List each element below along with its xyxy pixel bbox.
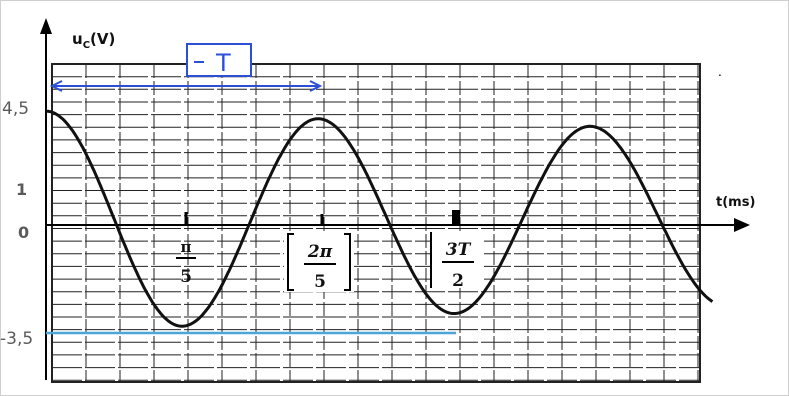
stray-dot: . [718,65,722,79]
y-axis-label: uC(V) [72,30,115,51]
x-annotation-period: 2π 5 [284,214,354,292]
left-bracket-icon [287,233,294,291]
period-marker: T [49,43,323,92]
annotation-numerator: π [181,238,192,256]
y-tick-label: -3,5 [0,329,33,349]
period-label-box [186,43,252,77]
period-label: T [215,49,231,77]
x-annotation-half-period: π 5 [176,212,196,287]
y-tick-label: 4,5 [2,99,29,119]
annotation-denominator: 5 [180,267,192,287]
annotation-background [432,232,484,288]
y-tick-label: 0 [18,223,29,242]
annotation-numerator: 2π [307,242,333,262]
y-axis-arrow-icon [40,18,52,34]
x-axis-arrow-icon [734,218,750,232]
y-tick-label: 1 [16,180,27,199]
x-annotation-three-half-period: 3T 2 [430,210,484,291]
annotation-numerator: 3T [446,240,472,260]
annotation-background [284,232,354,292]
x-tick-mark [452,210,460,226]
annotation-denominator: 2 [452,271,464,291]
right-bracket-icon [344,233,351,291]
annotation-denominator: 5 [314,272,326,292]
period-arrow-right-icon [309,80,323,92]
period-arrow-left-icon [49,80,63,92]
x-axis-label: t(ms) [716,195,755,210]
grid [51,63,701,383]
series-line [45,109,714,328]
